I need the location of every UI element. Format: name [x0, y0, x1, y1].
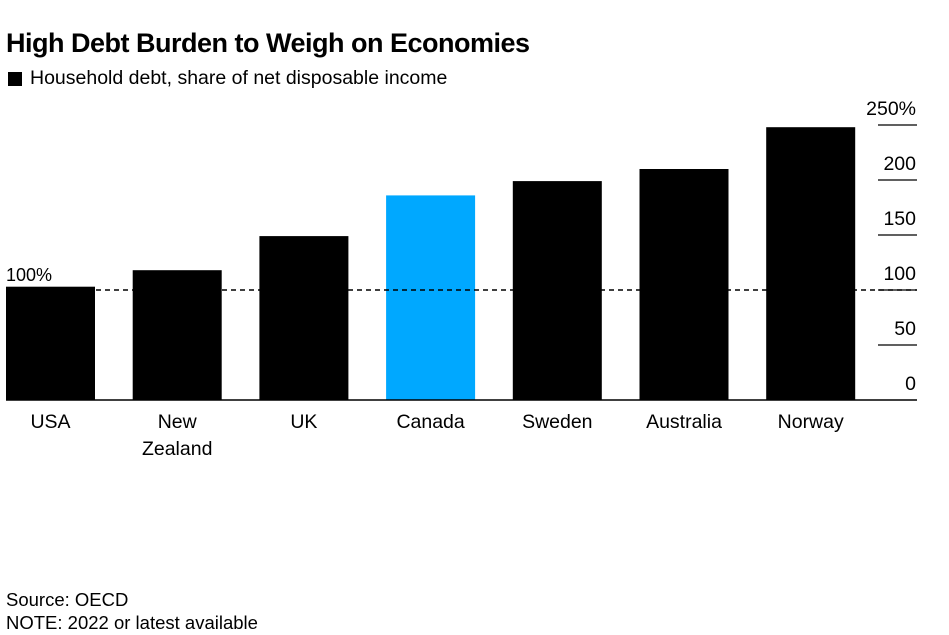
legend-swatch-icon — [8, 71, 22, 86]
y-tick-label: 0 — [905, 373, 916, 395]
chart-legend: Household debt, share of net disposable … — [8, 67, 447, 90]
x-tick-label: Canada — [396, 411, 464, 433]
bar-new-zealand — [132, 270, 222, 400]
y-tick-label: 50 — [894, 318, 916, 340]
reference-line-label: 100% — [6, 265, 52, 285]
footnote: NOTE: 2022 or latest available — [6, 612, 258, 633]
bar-norway — [766, 127, 856, 400]
bar-uk — [259, 236, 349, 400]
x-tick-label: Sweden — [522, 411, 592, 433]
source-note: Source: OECD — [6, 589, 129, 610]
chart-title: High Debt Burden to Weigh on Economies — [6, 28, 530, 58]
x-tick-label: UK — [290, 411, 317, 433]
x-tick-label-line: Norway — [778, 411, 844, 433]
y-tick-label: 250% — [866, 98, 916, 120]
bar-usa — [6, 286, 95, 400]
y-tick-label: 200 — [883, 153, 916, 175]
x-tick-label-line: Canada — [396, 411, 464, 433]
bar-canada — [386, 195, 476, 400]
y-tick-label: 100 — [883, 263, 916, 285]
x-tick-label: Australia — [646, 411, 722, 433]
x-tick-label-line: Sweden — [522, 411, 592, 433]
x-tick-label: USA — [30, 411, 70, 433]
x-tick-label: New Zealand — [142, 411, 212, 460]
x-tick-label-line: Zealand — [142, 438, 212, 460]
x-tick-label-line: New — [158, 411, 198, 433]
y-tick-label: 150 — [883, 208, 916, 230]
x-tick-label-line: UK — [290, 411, 317, 433]
x-tick-label-line: USA — [30, 411, 70, 433]
x-tick-label-line: Australia — [646, 411, 722, 433]
x-tick-label: Norway — [778, 411, 844, 433]
legend-label: Household debt, share of net disposable … — [30, 67, 448, 89]
bar-australia — [639, 169, 729, 400]
